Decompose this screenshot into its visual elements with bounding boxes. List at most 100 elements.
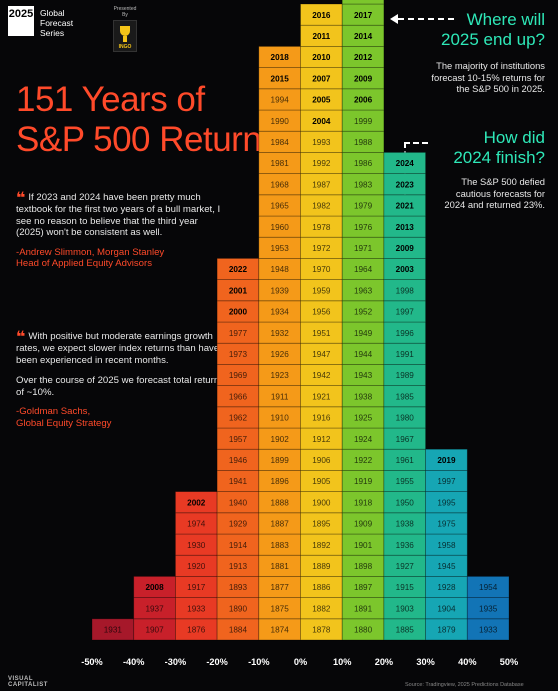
year-label: 1957: [229, 435, 248, 444]
year-label: 1935: [479, 604, 498, 613]
year-label: 1963: [354, 286, 373, 295]
year-label: 1923: [271, 371, 290, 380]
year-label: 1936: [396, 541, 415, 550]
year-label: 1989: [396, 371, 415, 380]
x-tick-label: 20%: [375, 657, 393, 667]
x-tick-label: 10%: [333, 657, 351, 667]
year-label: 1924: [354, 435, 373, 444]
quote-attribution: -Goldman Sachs, Global Equity Strategy: [16, 406, 226, 429]
year-label: 1955: [396, 477, 415, 486]
year-label: 2001: [229, 286, 248, 295]
quote-goldman-sachs: ❝ With positive but moderate earnings gro…: [16, 329, 226, 430]
quote-icon: ❝: [16, 190, 26, 207]
brand-line-2: CAPITALIST: [8, 682, 48, 688]
year-label: 1929: [229, 520, 248, 529]
year-label: 1968: [271, 180, 290, 189]
year-label: 1874: [271, 626, 290, 635]
year-label: 2007: [312, 74, 331, 83]
year-label: 2018: [271, 53, 290, 62]
year-label: 1973: [229, 350, 248, 359]
x-tick-label: 40%: [458, 657, 476, 667]
year-label: 1921: [312, 392, 331, 401]
year-label: 2006: [354, 96, 373, 105]
year-label: 2015: [271, 74, 290, 83]
quote-icon: ❝: [16, 329, 26, 346]
year-label: 1897: [354, 583, 373, 592]
year-label: 1982: [312, 202, 331, 211]
year-label: 1895: [312, 520, 331, 529]
year-label: 1884: [229, 626, 248, 635]
year-label: 1975: [437, 520, 456, 529]
year-label: 2002: [187, 498, 206, 507]
callout-where-body: The majority of institutions forecast 10…: [385, 60, 545, 95]
series-name: Global Forecast Series: [40, 8, 100, 38]
year-cell: [425, 448, 468, 471]
year-label: 1959: [312, 286, 331, 295]
callout-how-title-2: 2024 finish?: [453, 148, 545, 167]
year-label: 1952: [354, 308, 373, 317]
year-label: 1896: [271, 477, 290, 486]
year-label: 1905: [312, 477, 331, 486]
year-label: 1986: [354, 159, 373, 168]
year-label: 1967: [396, 435, 415, 444]
year-label: 1970: [312, 265, 331, 274]
year-label: 1917: [187, 583, 206, 592]
year-label: 1927: [396, 562, 415, 571]
brand-line-1: VISUAL: [8, 676, 34, 682]
sponsor-logo: INGO: [113, 20, 137, 52]
year-label: 1948: [271, 265, 290, 274]
x-tick-label: -40%: [123, 657, 144, 667]
year-label: 1946: [229, 456, 248, 465]
year-label: 1961: [396, 456, 415, 465]
year-label: 1988: [354, 138, 373, 147]
year-label: 1992: [312, 159, 331, 168]
year-label: 1937: [145, 604, 164, 613]
year-label: 1990: [271, 117, 290, 126]
callout-where-title-1: Where will: [466, 10, 545, 29]
logo-text: 2025: [8, 8, 34, 20]
year-label: 2004: [312, 117, 331, 126]
year-label: 1951: [312, 329, 331, 338]
powered-by-label: Presented By: [113, 6, 137, 18]
year-label: 1942: [312, 371, 331, 380]
year-label: 1958: [437, 541, 456, 550]
callout-where-title-2: 2025 end up?: [441, 30, 545, 49]
attribution-line-1: -Goldman Sachs,: [16, 406, 91, 418]
series-line-2: Forecast: [40, 18, 74, 28]
quote-text: With positive but moderate earnings grow…: [16, 331, 220, 366]
year-label: 1922: [354, 456, 373, 465]
callout-where-title: Where will 2025 end up?: [390, 10, 545, 50]
attribution-line-2: Head of Applied Equity Advisors: [16, 258, 152, 270]
visual-capitalist-logo: VISUAL CAPITALIST: [8, 676, 48, 688]
series-line-1: Global: [40, 8, 65, 18]
year-label: 1920: [187, 562, 206, 571]
year-label: 1883: [271, 541, 290, 550]
year-label: 1995: [437, 498, 456, 507]
year-label: 1902: [271, 435, 290, 444]
year-label: 1878: [312, 626, 331, 635]
x-tick-label: -10%: [248, 657, 269, 667]
year-label: 1983: [354, 180, 373, 189]
year-label: 1977: [229, 329, 248, 338]
year-label: 1931: [104, 626, 123, 635]
year-label: 2013: [396, 223, 415, 232]
year-label: 1880: [354, 626, 373, 635]
x-tick-label: 0%: [294, 657, 307, 667]
year-label: 1962: [229, 414, 248, 423]
year-label: 2022: [229, 265, 248, 274]
year-cell: [383, 151, 426, 174]
callout-how-body: The S&P 500 defied cautious forecasts fo…: [420, 176, 545, 211]
callout-how-body-3: 2024 and returned 23%.: [444, 199, 545, 210]
year-label: 2010: [312, 53, 331, 62]
series-line-3: Series: [40, 28, 65, 38]
year-label: 2014: [354, 32, 373, 41]
year-label: 2009: [354, 74, 373, 83]
year-label: 1915: [396, 583, 415, 592]
year-label: 1960: [271, 223, 290, 232]
year-label: 1911: [271, 392, 289, 401]
year-label: 1882: [312, 604, 331, 613]
year-label: 1885: [396, 626, 415, 635]
year-label: 1900: [312, 498, 331, 507]
year-label: 1926: [271, 350, 290, 359]
callout-how-connector-h: [404, 142, 428, 144]
